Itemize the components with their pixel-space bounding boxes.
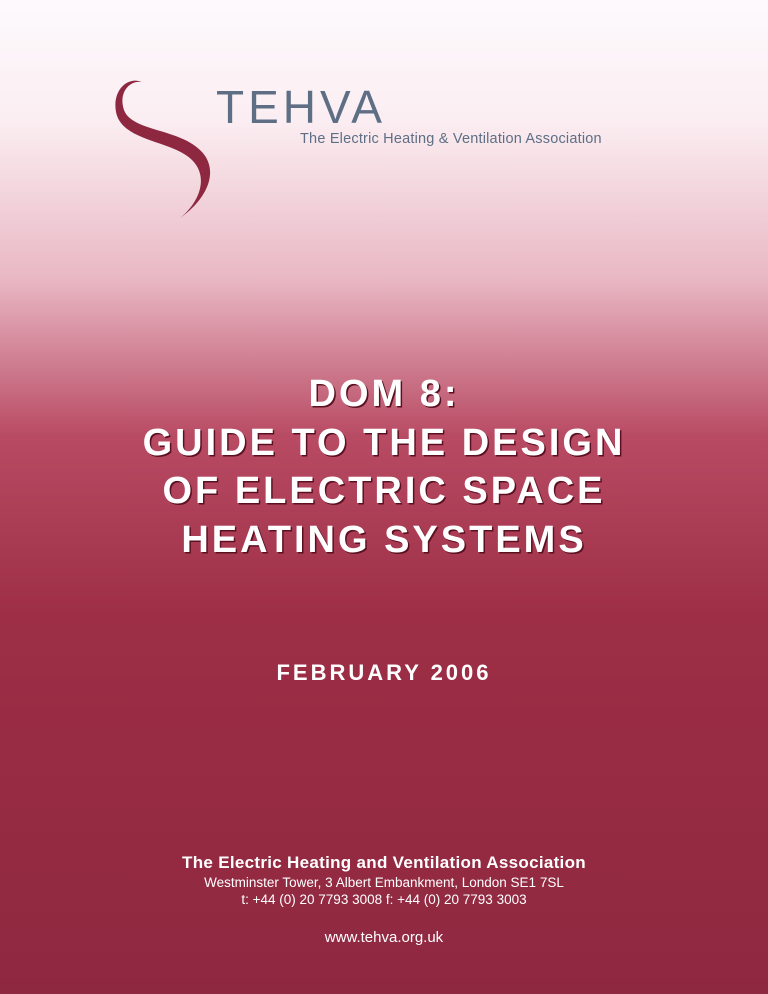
document-title: DOM 8: DOM 8: GUIDE TO THE DESIGN GUIDE … bbox=[0, 370, 768, 565]
brand-tagline: The Electric Heating & Ventilation Assoc… bbox=[300, 131, 602, 147]
tehva-swoosh-icon bbox=[110, 70, 220, 230]
title-line-1: DOM 8: bbox=[0, 370, 768, 419]
org-address: Westminster Tower, 3 Albert Embankment, … bbox=[0, 875, 768, 890]
publication-date: FEBRUARY 2006 bbox=[0, 660, 768, 686]
brand-name: TEHVA bbox=[216, 80, 602, 134]
org-phone: t: +44 (0) 20 7793 3008 f: +44 (0) 20 77… bbox=[0, 892, 768, 907]
org-url: www.tehva.org.uk bbox=[0, 929, 768, 946]
title-line-2: GUIDE TO THE DESIGN bbox=[0, 419, 768, 468]
footer: The Electric Heating and Ventilation Ass… bbox=[0, 853, 768, 946]
title-line-4: HEATING SYSTEMS bbox=[0, 516, 768, 565]
cover-page: TEHVA The Electric Heating & Ventilation… bbox=[0, 0, 768, 994]
org-name: The Electric Heating and Ventilation Ass… bbox=[0, 853, 768, 873]
logo-area: TEHVA The Electric Heating & Ventilation… bbox=[110, 70, 650, 230]
title-line-3: OF ELECTRIC SPACE bbox=[0, 467, 768, 516]
